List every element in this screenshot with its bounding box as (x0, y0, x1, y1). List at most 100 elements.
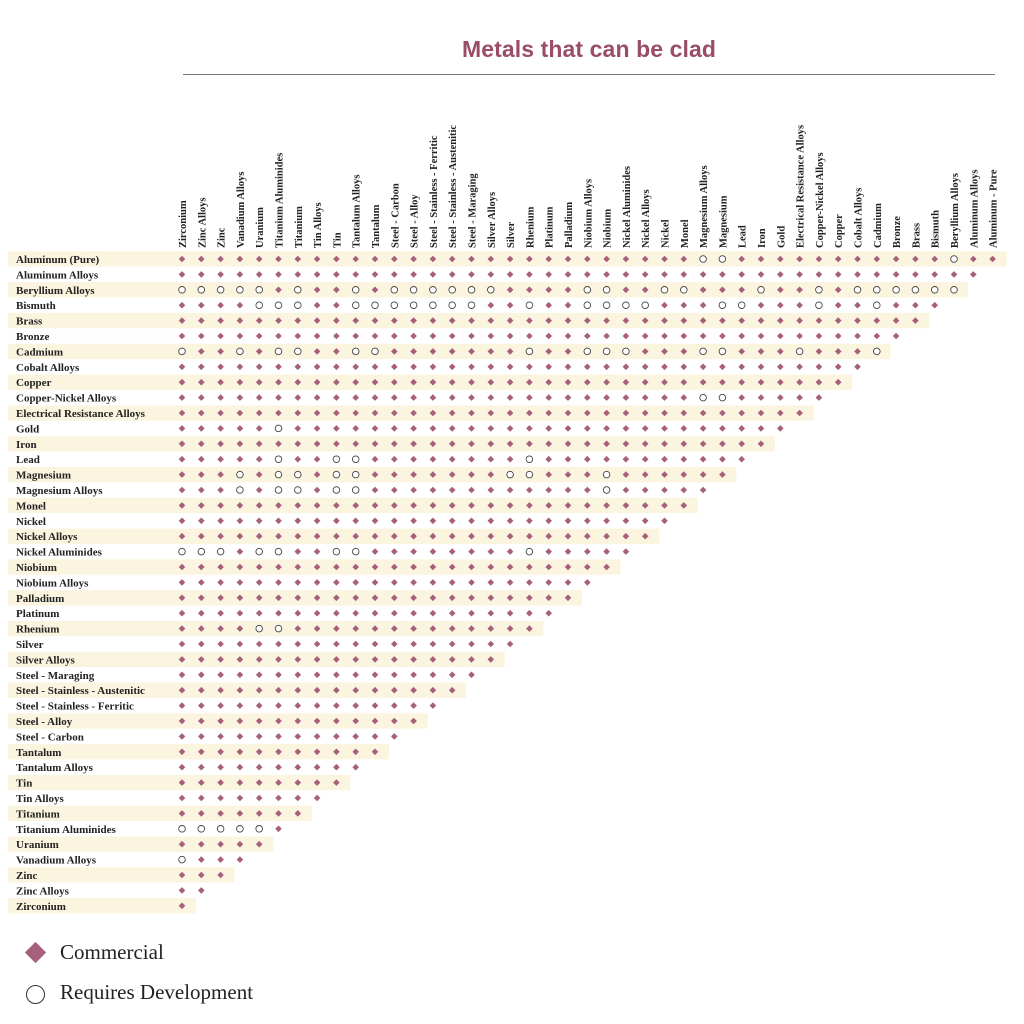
commercial-mark (834, 255, 842, 263)
commercial-mark (198, 640, 205, 648)
commercial-mark (333, 532, 340, 540)
commercial-mark (506, 548, 514, 555)
commercial-mark (777, 378, 784, 386)
development-mark (390, 301, 399, 309)
development-mark (718, 255, 727, 263)
commercial-mark (371, 517, 379, 525)
commercial-mark (854, 271, 861, 278)
commercial-mark (313, 286, 321, 294)
commercial-mark (622, 409, 630, 417)
development-mark (525, 301, 534, 309)
row-label: Iron (16, 439, 37, 451)
row-label: Platinum (16, 608, 59, 620)
commercial-mark (352, 394, 359, 401)
commercial-mark (757, 394, 765, 401)
commercial-mark (487, 502, 495, 509)
commercial-mark (352, 733, 359, 740)
commercial-mark (236, 779, 244, 786)
development-mark (351, 470, 360, 479)
commercial-mark (468, 440, 475, 448)
commercial-mark (622, 378, 630, 386)
commercial-mark (545, 548, 552, 555)
cladding-compatibility-chart: Aluminum (Pure) Aluminum Alloys Beryllium … (8, 125, 1007, 914)
commercial-mark (854, 348, 861, 355)
commercial-mark (854, 363, 861, 371)
commercial-mark (661, 455, 668, 463)
commercial-mark (506, 332, 514, 340)
commercial-mark (506, 286, 514, 294)
commercial-mark (564, 486, 572, 494)
commercial-mark (641, 517, 649, 525)
commercial-mark (294, 686, 302, 694)
development-mark (216, 825, 225, 833)
development-mark (332, 486, 341, 494)
commercial-mark (275, 409, 282, 417)
commercial-mark (970, 255, 977, 263)
commercial-mark (410, 579, 417, 586)
commercial-mark (391, 640, 398, 648)
commercial-mark (603, 271, 610, 278)
development-mark (371, 347, 379, 356)
development-mark (332, 470, 341, 479)
development-mark (602, 347, 611, 356)
commercial-mark (313, 363, 321, 371)
commercial-mark (294, 609, 302, 617)
commercial-mark (198, 502, 205, 509)
development-mark (911, 286, 920, 294)
commercial-mark (429, 671, 437, 679)
commercial-mark (526, 563, 533, 571)
commercial-mark (796, 394, 803, 401)
commercial-mark (198, 840, 205, 848)
commercial-mark (275, 779, 282, 786)
commercial-mark (236, 686, 244, 694)
development-mark (255, 825, 263, 833)
row-band (8, 836, 274, 852)
commercial-mark (680, 486, 688, 494)
row-label: Nickel Alloys (16, 531, 78, 543)
commercial-mark (178, 810, 186, 817)
development-mark (699, 255, 707, 263)
commercial-mark (294, 733, 302, 740)
commercial-mark (198, 871, 205, 879)
development-mark (216, 547, 225, 556)
commercial-mark (236, 840, 244, 848)
commercial-mark (198, 733, 205, 740)
commercial-mark (236, 640, 244, 648)
commercial-mark (275, 255, 282, 263)
commercial-mark (275, 332, 282, 340)
commercial-mark (873, 271, 881, 278)
commercial-mark (873, 255, 881, 263)
commercial-mark (526, 625, 533, 632)
commercial-mark (622, 532, 630, 540)
commercial-mark (429, 517, 437, 525)
commercial-mark (429, 394, 437, 401)
commercial-mark (352, 594, 359, 602)
commercial-mark (217, 471, 224, 478)
commercial-mark (912, 271, 919, 278)
development-mark (602, 286, 611, 294)
commercial-mark (178, 640, 186, 648)
development-circle-icon (26, 985, 45, 1004)
commercial-mark (391, 532, 398, 540)
commercial-mark (198, 255, 205, 263)
commercial-mark (622, 440, 630, 448)
commercial-mark (294, 271, 302, 278)
development-mark (815, 301, 823, 309)
column-label: Vanadium Alloys (236, 172, 247, 248)
development-mark (294, 301, 302, 309)
commercial-mark (487, 440, 495, 448)
commercial-mark (217, 794, 224, 802)
commercial-mark (275, 363, 282, 371)
row-label: Cadmium (16, 346, 63, 358)
commercial-mark (892, 255, 900, 263)
commercial-mark (410, 394, 417, 401)
commercial-mark (854, 301, 861, 309)
commercial-mark (178, 840, 186, 848)
commercial-mark (584, 563, 591, 571)
commercial-mark (796, 363, 803, 371)
commercial-mark (738, 255, 745, 263)
commercial-mark (622, 317, 630, 324)
commercial-mark (352, 686, 359, 694)
commercial-mark (178, 671, 186, 679)
development-mark (351, 547, 360, 556)
